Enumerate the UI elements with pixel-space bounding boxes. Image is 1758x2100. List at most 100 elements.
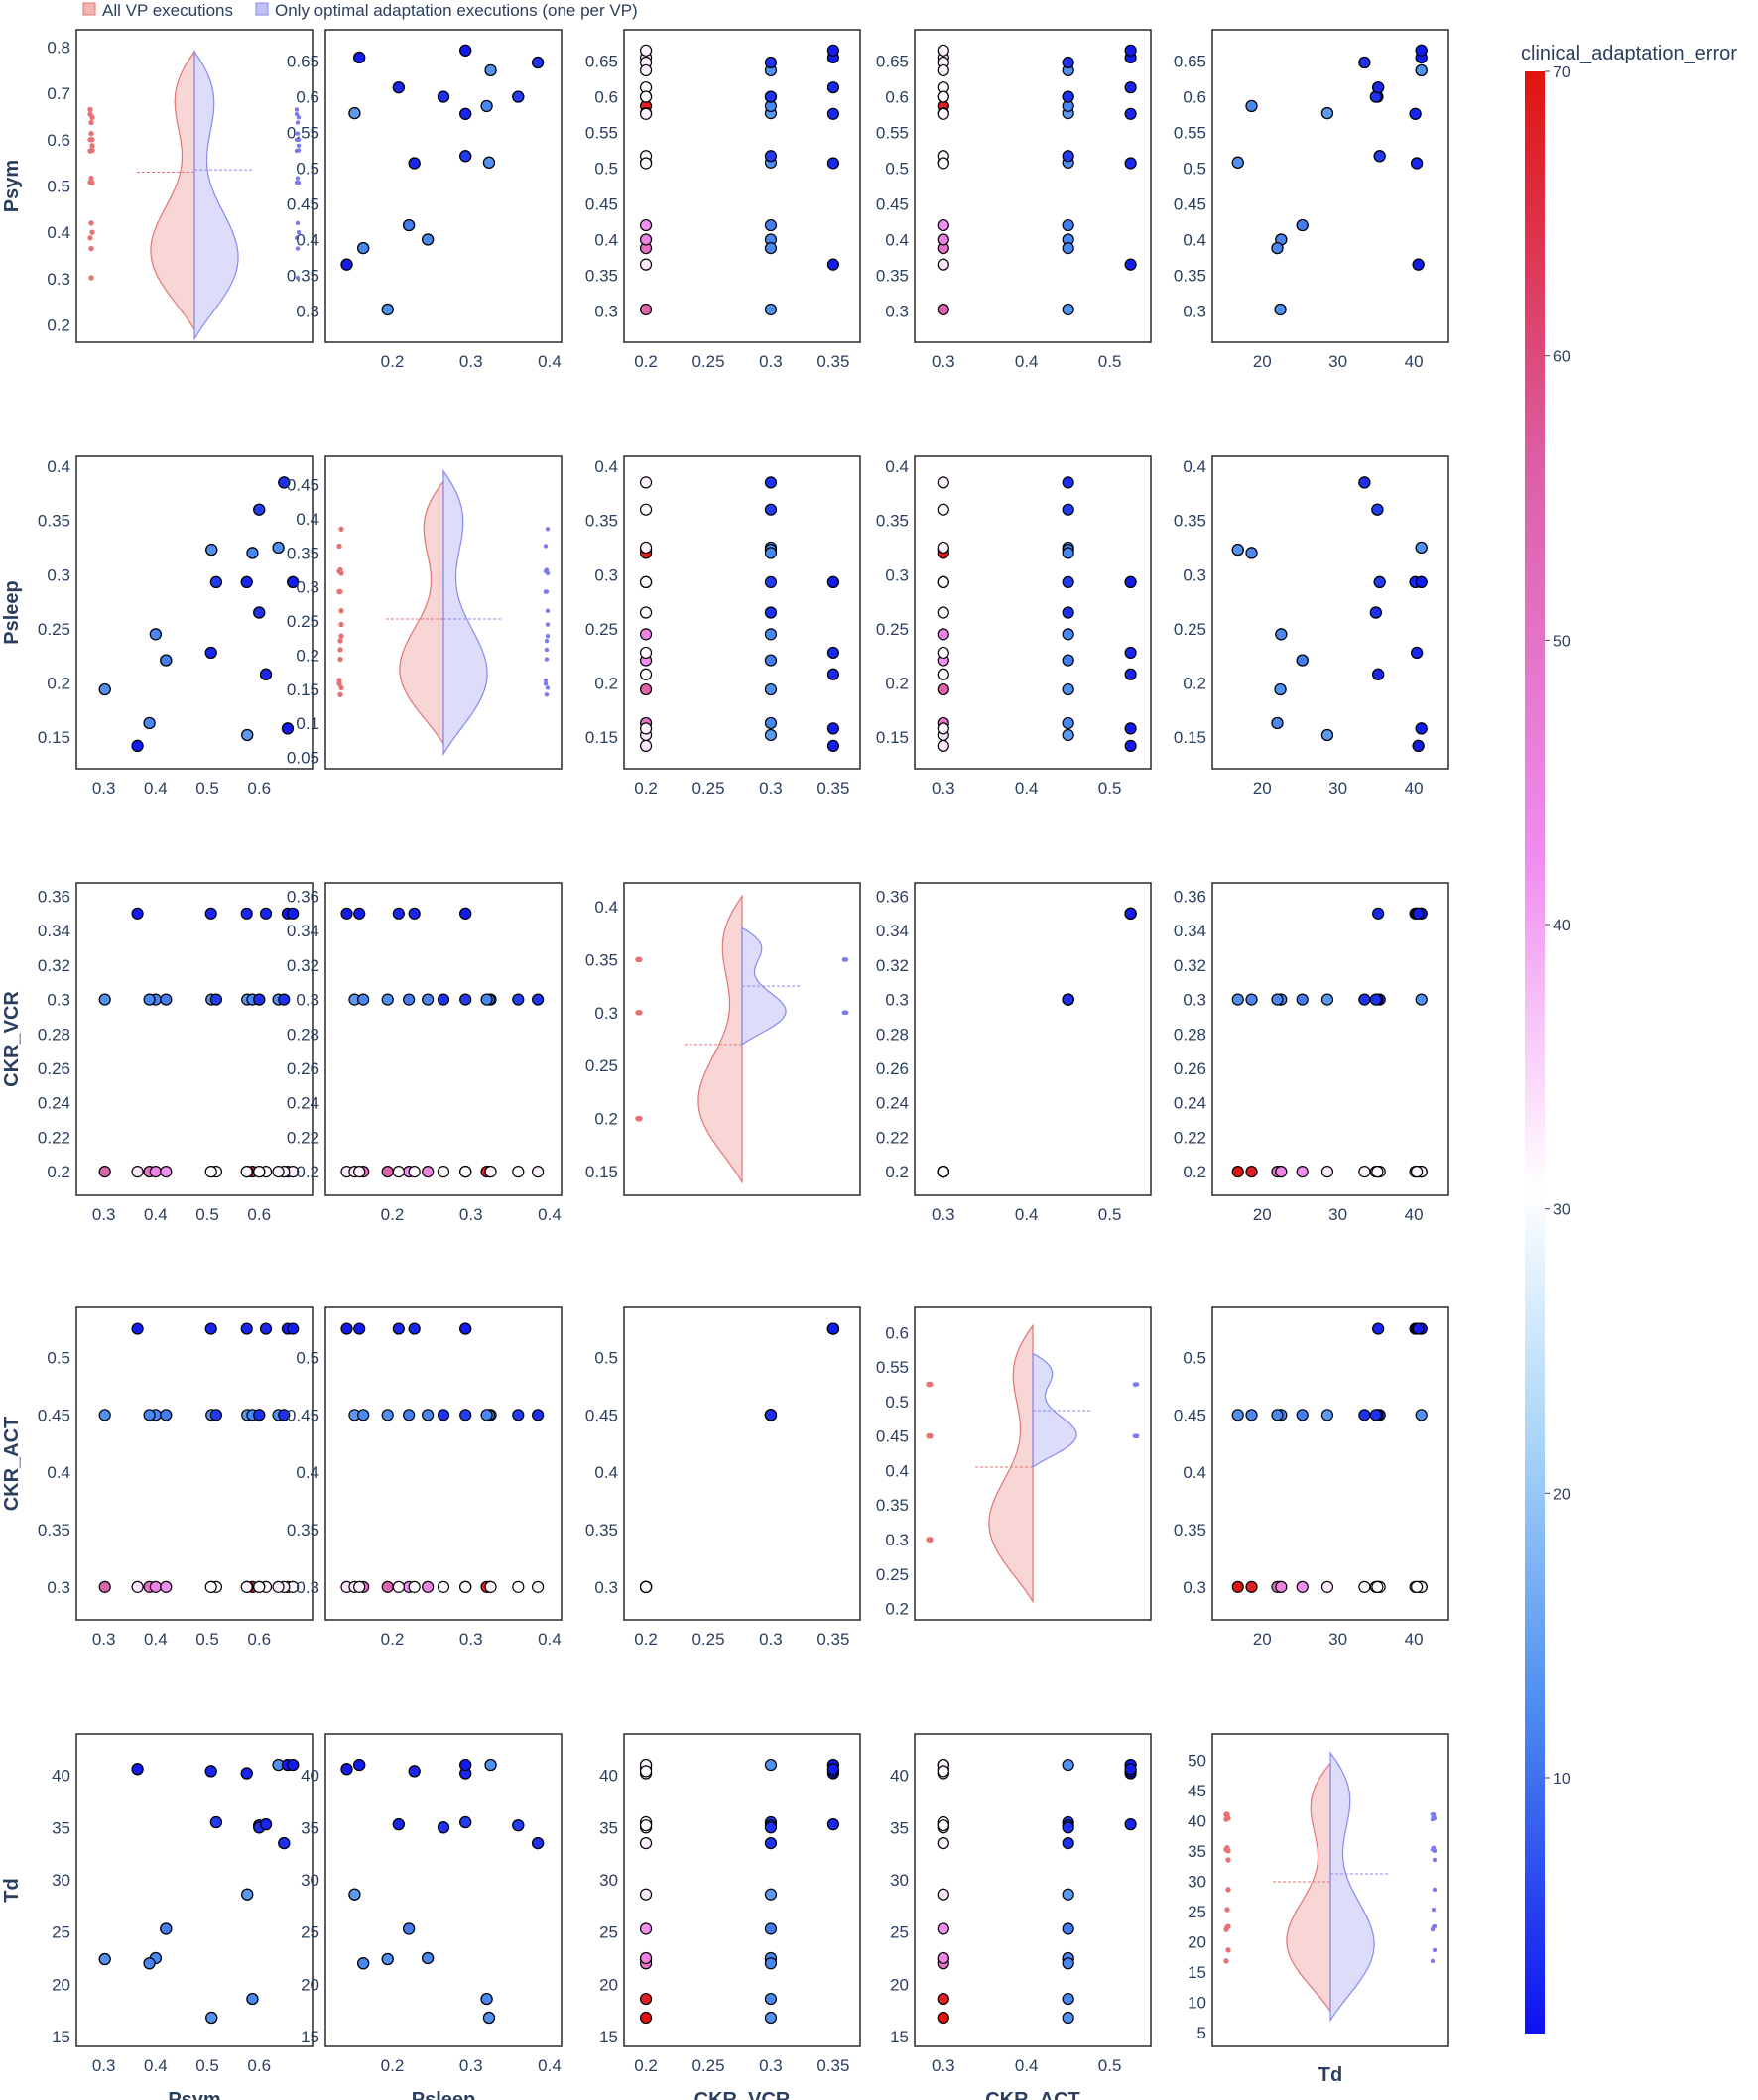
y-tick-label: 0.32 xyxy=(287,956,319,975)
scatter-point xyxy=(639,233,653,246)
scatter-point xyxy=(639,1580,653,1593)
scatter-point xyxy=(1062,1957,1074,1970)
x-tick-label: 0.3 xyxy=(92,779,116,798)
rug-point-optimal xyxy=(1133,1382,1139,1387)
panel-frame xyxy=(623,1306,861,1621)
scatter-point xyxy=(205,544,218,556)
scatter-point xyxy=(764,476,778,489)
y-tick-label: 0.45 xyxy=(287,194,319,213)
scatter-point xyxy=(1412,739,1425,752)
legend-label-all[interactable]: All VP executions xyxy=(102,1,233,20)
x-tick-label: 0.3 xyxy=(759,2056,783,2075)
scatter-point xyxy=(204,1166,217,1178)
x-tick-label: 0.35 xyxy=(816,352,849,371)
scatter-point xyxy=(764,241,778,255)
scatter-point xyxy=(1358,56,1371,69)
scatter-point xyxy=(1372,907,1385,920)
y-axis-title: CKR_ACT xyxy=(1,1417,23,1512)
y-tick-label: 30 xyxy=(1188,1872,1206,1891)
scatter-point xyxy=(639,1819,653,1832)
scatter-point xyxy=(381,1409,394,1421)
scatter-point xyxy=(826,107,839,120)
panel-Td-vs-Td: 5 10 15 20 25 30 35 40 45 50 Td xyxy=(1188,1733,1449,2086)
scatter-point xyxy=(437,1821,450,1834)
scatter-point xyxy=(512,1819,525,1832)
x-tick-label: 0.4 xyxy=(538,1630,562,1649)
scatter-point xyxy=(1062,2011,1074,2025)
scatter-point xyxy=(1296,218,1309,232)
scatter-point xyxy=(1231,1409,1244,1421)
scatter-point xyxy=(1371,1166,1384,1178)
y-tick-label: 0.65 xyxy=(287,53,319,71)
y-tick-label: 0.35 xyxy=(287,544,319,562)
x-tick-label: 0.4 xyxy=(144,779,168,798)
x-tick-label: 0.3 xyxy=(932,2056,955,2075)
colorbar-tick-label: 20 xyxy=(1553,1486,1570,1503)
y-tick-label: 15 xyxy=(301,2028,319,2046)
rug-point-all xyxy=(88,119,94,126)
y-tick-label: 0.6 xyxy=(885,1323,909,1342)
scatter-point xyxy=(1369,606,1382,619)
scatter-point xyxy=(1124,722,1137,735)
scatter-point xyxy=(764,150,778,163)
scatter-point xyxy=(1062,628,1074,641)
rug-point-optimal xyxy=(1134,1433,1140,1438)
panel-Psym-vs-CKR_ACT: 0.3 0.35 0.4 0.45 0.5 0.55 0.6 0.65 0.3 0.4 0.5 xyxy=(876,29,1152,371)
scatter-point xyxy=(340,258,353,271)
y-tick-label: 0.28 xyxy=(38,1025,70,1044)
violin-all xyxy=(150,50,195,332)
panel-frame xyxy=(75,455,314,770)
scatter-point xyxy=(1124,258,1137,271)
legend-swatch-all[interactable] xyxy=(82,2,96,16)
scatter-point xyxy=(639,303,653,316)
scatter-point xyxy=(764,1957,778,1970)
y-tick-label: 0.24 xyxy=(287,1094,319,1113)
scatter-point xyxy=(1271,1409,1284,1421)
rug-point-all xyxy=(337,638,343,644)
scatter-point xyxy=(1411,1580,1424,1593)
rug-point-all xyxy=(1225,1857,1231,1863)
rug-point-optimal xyxy=(543,681,549,686)
y-tick-label: 0.4 xyxy=(1183,230,1206,249)
scatter-point xyxy=(826,1818,839,1831)
y-tick-label: 0.55 xyxy=(876,124,909,143)
x-tick-label: 0.3 xyxy=(92,2056,116,2075)
scatter-point xyxy=(639,1992,653,2006)
scatter-point xyxy=(149,1580,162,1593)
scatter-point xyxy=(1412,1322,1425,1335)
colorbar-tick-label: 60 xyxy=(1553,349,1570,366)
y-tick-label: 0.36 xyxy=(287,887,319,906)
scatter-point xyxy=(98,1409,111,1421)
scatter-point xyxy=(937,63,949,77)
panel-CKR_ACT-vs-Psym: 0.3 0.35 0.4 0.45 0.5 0.3 0.4 0.5 0.6 CKR_ACT xyxy=(1,1306,314,1649)
scatter-point xyxy=(459,1758,472,1772)
x-tick-label: 0.5 xyxy=(195,779,219,798)
violin-all xyxy=(399,479,444,746)
scatter-point xyxy=(392,1322,405,1335)
scatter-point xyxy=(1062,654,1074,667)
scatter-point xyxy=(437,1580,450,1593)
x-tick-label: 0.4 xyxy=(144,1205,168,1224)
scatter-point xyxy=(639,1765,653,1778)
legend-label-optimal[interactable]: Only optimal adaptation executions (one … xyxy=(275,1,638,20)
scatter-point xyxy=(1320,107,1334,120)
scatter-point xyxy=(272,541,285,555)
violin-optimal xyxy=(442,468,488,757)
rug-point-all xyxy=(928,1433,934,1439)
y-tick-label: 0.15 xyxy=(38,728,70,747)
y-tick-label: 15 xyxy=(890,2028,909,2046)
y-tick-label: 0.4 xyxy=(594,898,618,917)
y-tick-label: 0.5 xyxy=(885,160,909,179)
legend-swatch-optimal[interactable] xyxy=(255,2,269,16)
y-tick-label: 0.35 xyxy=(876,266,909,285)
x-tick-label: 0.3 xyxy=(932,352,955,371)
scatter-point xyxy=(532,1580,545,1593)
y-tick-label: 0.7 xyxy=(47,84,70,103)
x-tick-label: 0.4 xyxy=(1015,1205,1039,1224)
scatter-point xyxy=(1296,993,1309,1006)
scatter-point xyxy=(1320,993,1334,1006)
scatter-point xyxy=(764,56,778,69)
y-tick-label: 0.36 xyxy=(876,887,909,906)
legend[interactable]: All VP executions Only optimal adaptatio… xyxy=(82,1,638,20)
scatter-point xyxy=(246,547,259,559)
